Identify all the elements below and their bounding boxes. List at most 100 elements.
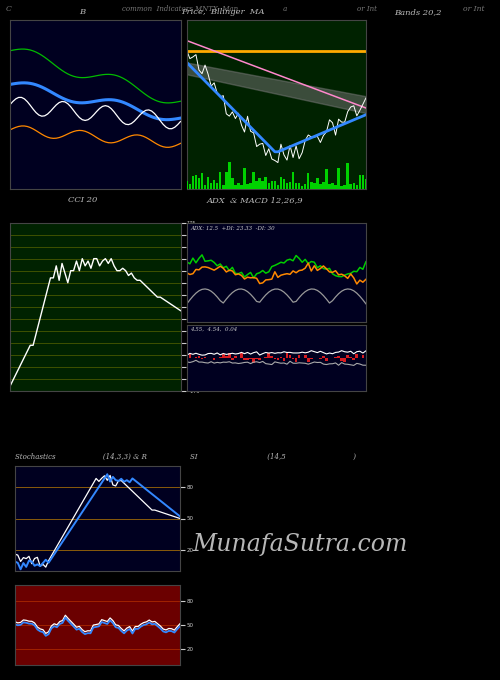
Bar — [286, 183, 288, 189]
Bar — [222, 354, 224, 358]
Bar — [280, 177, 282, 189]
Bar — [328, 184, 330, 189]
Bar — [186, 357, 188, 358]
Bar — [289, 182, 292, 189]
Bar — [194, 175, 197, 189]
Bar — [310, 182, 312, 189]
Bar — [225, 171, 228, 189]
Bar — [188, 184, 191, 189]
Bar — [286, 354, 288, 358]
Bar — [346, 355, 349, 358]
Bar — [198, 178, 200, 189]
Bar — [338, 356, 340, 358]
Bar — [352, 358, 355, 360]
Text: ADX  & MACD 12,26,9: ADX & MACD 12,26,9 — [206, 196, 304, 204]
Text: C: C — [6, 5, 12, 14]
Bar — [210, 182, 212, 189]
Bar — [264, 177, 267, 189]
Text: or Int: or Int — [464, 5, 485, 14]
Bar — [219, 172, 222, 189]
Bar — [228, 353, 230, 358]
Bar — [322, 356, 325, 358]
Bar — [352, 183, 355, 189]
Bar — [298, 184, 300, 189]
Bar — [362, 355, 364, 358]
Text: Price,  Bllinger  MA: Price, Bllinger MA — [181, 8, 264, 16]
Bar — [204, 185, 206, 189]
Bar — [258, 358, 261, 360]
Bar — [231, 358, 234, 360]
Bar — [256, 181, 258, 189]
Bar — [364, 179, 367, 189]
Bar — [340, 186, 343, 189]
Bar — [344, 358, 346, 362]
Bar — [338, 168, 340, 189]
Bar — [310, 358, 312, 360]
Bar — [201, 173, 203, 189]
Bar — [186, 182, 188, 189]
Bar — [307, 173, 310, 189]
Bar — [268, 183, 270, 189]
Bar — [216, 182, 218, 189]
Bar — [282, 180, 285, 189]
Text: MunafaSutra.com: MunafaSutra.com — [192, 532, 408, 556]
Bar — [334, 357, 337, 358]
Bar — [292, 358, 294, 359]
Bar — [262, 182, 264, 189]
Bar — [198, 356, 200, 358]
Bar — [319, 358, 322, 359]
Bar — [322, 182, 324, 189]
Text: CCI 20: CCI 20 — [68, 196, 97, 204]
Bar — [244, 168, 246, 189]
Bar — [258, 178, 261, 189]
Bar — [231, 178, 234, 189]
Text: ADX: 12.5  +DI: 23.33  -DI: 30: ADX: 12.5 +DI: 23.33 -DI: 30 — [190, 226, 275, 231]
Bar — [325, 169, 328, 189]
Bar — [276, 358, 279, 360]
Bar — [237, 183, 240, 189]
Bar — [194, 357, 198, 358]
Bar — [240, 352, 243, 358]
Bar — [362, 175, 364, 189]
Bar — [213, 358, 216, 360]
Bar — [256, 358, 258, 359]
Bar — [250, 182, 252, 189]
Bar — [282, 358, 286, 361]
Bar — [356, 186, 358, 189]
Bar — [188, 354, 191, 358]
Bar — [301, 186, 304, 189]
Bar — [213, 180, 216, 189]
Bar — [246, 358, 249, 360]
Bar — [274, 358, 276, 360]
Bar — [325, 358, 328, 360]
Bar — [288, 355, 292, 358]
Bar — [274, 181, 276, 189]
Bar — [270, 356, 273, 358]
Bar — [307, 358, 310, 362]
Bar — [246, 184, 249, 189]
Text: 4.55,  4.54,  0.04: 4.55, 4.54, 0.04 — [190, 327, 238, 332]
Bar — [264, 357, 267, 358]
Bar — [207, 177, 210, 189]
Bar — [319, 184, 322, 189]
Text: Bands 20,2: Bands 20,2 — [394, 8, 442, 16]
Bar — [234, 356, 236, 358]
Bar — [292, 173, 294, 189]
Bar — [219, 357, 222, 358]
Bar — [332, 184, 334, 189]
Bar — [358, 175, 361, 189]
Bar — [268, 354, 270, 358]
Bar — [346, 163, 349, 189]
Bar — [295, 358, 298, 362]
Bar — [295, 183, 298, 189]
Bar — [270, 181, 273, 189]
Bar — [249, 358, 252, 360]
Text: B: B — [80, 8, 86, 16]
Bar — [200, 358, 203, 359]
Text: SI                               (14,5                              ): SI (14,5 ) — [190, 452, 356, 460]
Bar — [243, 358, 246, 360]
Bar — [356, 354, 358, 358]
Bar — [252, 358, 255, 363]
Bar — [240, 185, 242, 189]
Bar — [304, 184, 306, 189]
